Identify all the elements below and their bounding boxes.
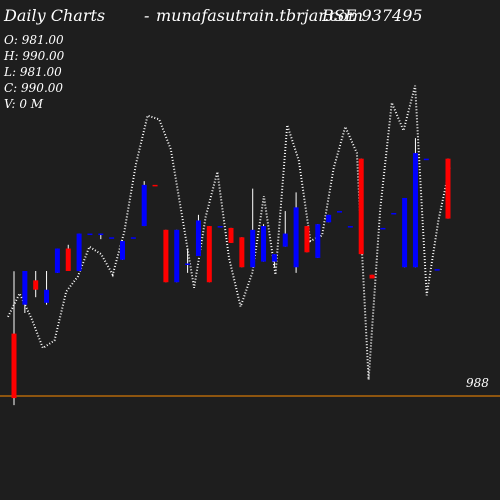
- chart-title: Daily Charts: [4, 6, 106, 25]
- candle-body: [141, 184, 147, 227]
- candle-body: [54, 248, 60, 273]
- candle-body: [445, 158, 451, 219]
- candle-body: [293, 207, 299, 268]
- high-value: H: 990.00: [4, 49, 65, 63]
- candle-body: [22, 270, 28, 305]
- candle-body: [98, 233, 104, 236]
- candle-body: [282, 233, 288, 247]
- candle-body: [109, 237, 115, 239]
- candle-body: [174, 229, 180, 283]
- low-value: L: 981.00: [4, 65, 62, 79]
- candle-body: [261, 226, 267, 262]
- candle-body: [239, 237, 245, 268]
- candle-body: [228, 227, 234, 243]
- candle-body: [120, 241, 125, 260]
- candle-body: [434, 269, 440, 271]
- candle-body: [347, 226, 353, 228]
- candle-body: [130, 237, 136, 239]
- candle-body: [250, 229, 256, 268]
- level-label: 988: [466, 376, 489, 390]
- candle-body: [87, 233, 93, 236]
- candle-body: [152, 184, 158, 187]
- candle-body: [65, 248, 71, 271]
- candle-body: [11, 333, 17, 399]
- volume-value: V: 0 M: [4, 97, 44, 111]
- candle-body: [391, 212, 397, 215]
- symbol-label: BSE 937495: [322, 6, 423, 25]
- candle-body: [206, 226, 212, 283]
- candle-body: [271, 254, 277, 262]
- candle-body: [33, 280, 39, 290]
- candle-body: [358, 158, 364, 255]
- source-site: munafasutrain.tbrjar.com: [156, 6, 363, 25]
- candle-body: [326, 214, 332, 223]
- open-value: O: 981.00: [4, 33, 64, 47]
- candle-body: [380, 227, 386, 230]
- close-value: C: 990.00: [4, 81, 64, 95]
- title-separator: -: [144, 6, 150, 25]
- candle-body: [369, 274, 375, 279]
- candle-body: [217, 226, 223, 228]
- candle-body: [412, 153, 418, 268]
- candle-body: [402, 197, 408, 268]
- candle-body: [163, 229, 169, 283]
- candles-group: [11, 138, 451, 406]
- candle-body: [76, 233, 82, 271]
- candle-body: [337, 211, 342, 213]
- candle-body: [185, 263, 191, 266]
- candle-body: [44, 289, 50, 303]
- candle-body: [304, 226, 310, 253]
- candle-body: [423, 158, 429, 161]
- candle-body: [195, 220, 201, 257]
- candle-body: [315, 224, 321, 258]
